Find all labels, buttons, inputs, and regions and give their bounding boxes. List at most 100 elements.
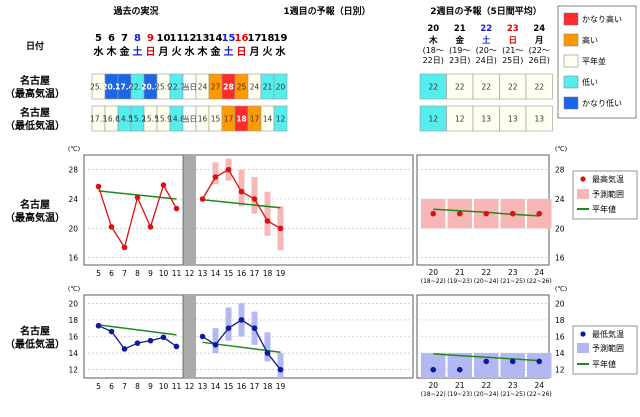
w2-min-row-cell [499, 105, 527, 132]
min-row-value: 14.8 [168, 115, 185, 124]
legend-range-swatch [577, 343, 589, 353]
weekday: 火 [263, 46, 274, 58]
max-row-value: 22.7 [168, 83, 185, 92]
series-point-forecast [225, 166, 232, 173]
week2-weekday: 土 [482, 35, 491, 46]
date-label: 日付 [26, 40, 44, 52]
week2-range-start: (21～ [502, 46, 523, 55]
date-number: 9 [147, 33, 154, 44]
legend-label: かなり高い [582, 14, 622, 24]
row-label-min-city: 名古屋 [20, 106, 50, 119]
max-row-value: 25 [237, 83, 247, 92]
min-row-value: 当日 [182, 114, 197, 124]
x-tick-week2-sub: (19~23) [447, 278, 472, 285]
series-point-week2 [536, 358, 543, 365]
date-number: 8 [134, 33, 141, 44]
x-tick: 14 [211, 269, 221, 278]
x-tick-week2-sub: (21~25) [500, 278, 525, 285]
series-point-week2 [483, 210, 490, 217]
range-bar [212, 162, 219, 185]
legend-label: 平年並 [582, 56, 606, 66]
series-point-past [121, 244, 128, 251]
w2-min-row-cell [525, 105, 553, 132]
series-point-past [160, 182, 167, 188]
series-point-week2 [536, 210, 543, 217]
legend-range: 予測範囲 [592, 343, 624, 353]
weekday: 火 [172, 46, 183, 58]
weekday: 木 [106, 45, 118, 58]
legend-swatch [563, 12, 579, 26]
series-point-week2 [430, 210, 437, 217]
x-tick: 18 [263, 382, 273, 391]
x-tick-week2-sub: (20~24) [474, 278, 499, 285]
min-row-value: 12 [276, 115, 286, 124]
x-tick: 9 [148, 269, 153, 278]
today-bar [183, 295, 196, 378]
week2-range-end: 23日) [449, 56, 470, 65]
x-tick: 10 [159, 269, 169, 278]
x-tick: 17 [250, 382, 260, 391]
x-tick: 7 [122, 382, 127, 391]
weekday: 水 [184, 45, 196, 58]
x-tick-week2: 20 [428, 381, 438, 390]
x-tick-week2: 20 [428, 268, 438, 277]
range-band-week2 [447, 353, 472, 378]
w2-max-row-value: 22 [428, 83, 438, 92]
y-tick-left: 28 [68, 166, 78, 175]
y-tick-left: 16 [68, 333, 78, 342]
x-tick: 6 [109, 382, 114, 391]
x-tick-week2: 23 [508, 268, 518, 277]
x-tick: 13 [198, 269, 208, 278]
series-point-forecast [277, 225, 284, 232]
header-week1: 1週目の予報（日別） [283, 5, 370, 17]
x-tick-week2-sub: (20~24) [474, 391, 499, 398]
series-point-week2 [509, 210, 516, 217]
week2-weekday: 金 [454, 35, 464, 46]
series-point-week2 [456, 210, 463, 217]
x-tick-week2-sub: (18~22) [421, 278, 446, 285]
x-tick-week2: 21 [455, 268, 465, 277]
legend-label: 低い [582, 77, 598, 87]
series-point-forecast [225, 325, 232, 332]
series-point-forecast [264, 350, 271, 356]
x-tick-week2-sub: (22~26) [527, 391, 552, 398]
legend-point-marker [580, 331, 586, 337]
w2-min-row-value: 12 [428, 115, 438, 124]
legend-swatch [563, 33, 579, 47]
week2-date-number: 23 [507, 24, 519, 34]
x-tick: 5 [96, 382, 101, 391]
series-point-past [173, 205, 180, 212]
y-tick-left: 14 [68, 349, 78, 358]
y-unit-right: (℃) [555, 145, 567, 153]
row-label-max: （最高気温） [5, 87, 65, 100]
weekday: 水 [275, 45, 287, 58]
week2-range-start: (22～ [529, 46, 550, 55]
weekday: 月 [158, 46, 169, 58]
series-point-past [173, 343, 180, 350]
w2-max-row-value: 22 [508, 83, 518, 92]
weekday: 月 [249, 46, 260, 58]
y-tick-left: 20 [68, 224, 78, 233]
max-row-value: 25.7 [90, 83, 107, 92]
date-number: 13 [196, 33, 210, 44]
y-tick-right: 28 [555, 166, 565, 175]
date-number: 16 [235, 33, 249, 44]
x-tick-week2: 23 [508, 381, 518, 390]
legend-swatch [563, 54, 579, 68]
range-bar [212, 328, 219, 354]
week2-range-end: 22日) [423, 56, 444, 65]
range-bar [251, 177, 258, 214]
min-row-value: 16.6 [103, 115, 120, 124]
x-tick: 16 [237, 382, 247, 391]
legend-swatch [563, 96, 579, 110]
series-point-past [121, 346, 128, 352]
y-tick-right: 12 [555, 366, 565, 375]
x-tick: 17 [250, 269, 260, 278]
w2-min-row-value: 13 [534, 115, 544, 124]
date-number: 11 [170, 33, 184, 44]
date-number: 15 [222, 33, 236, 44]
y-tick-right: 24 [555, 195, 565, 204]
series-point-past [95, 183, 102, 190]
w2-min-row-value: 13 [508, 115, 518, 124]
max-row-value: 24 [250, 83, 260, 92]
